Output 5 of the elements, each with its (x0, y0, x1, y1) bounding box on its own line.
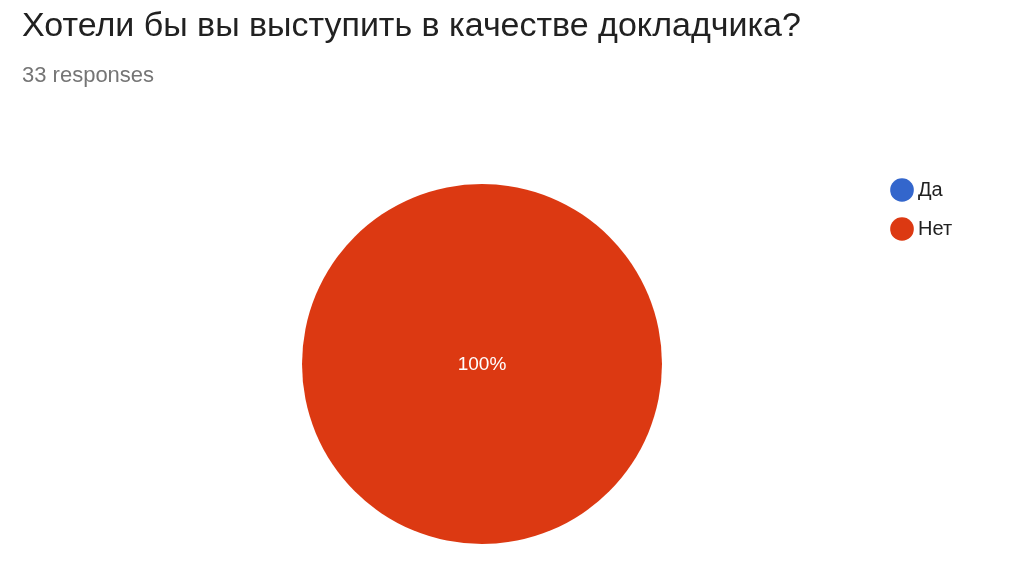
chart-title: Хотели бы вы выступить в качестве докладчика? (22, 5, 801, 43)
data-label: 100% (457, 353, 507, 374)
legend-label: Нет (918, 217, 953, 239)
text: 33 responses (22, 62, 155, 87)
legend-label: Да (918, 178, 944, 200)
